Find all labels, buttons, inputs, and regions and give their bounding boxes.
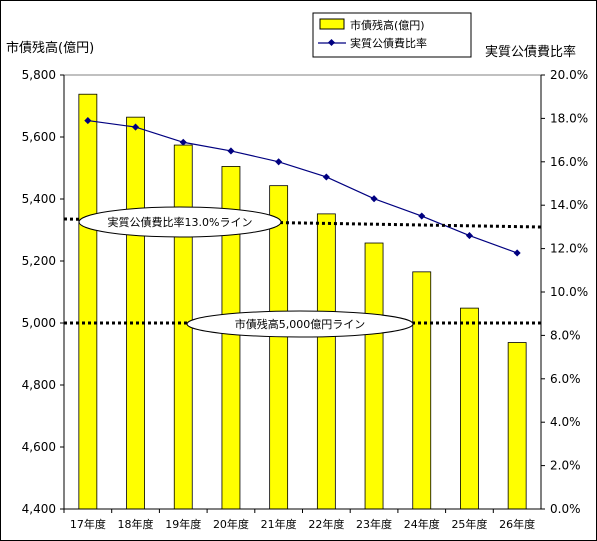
ratio-point-22年度	[322, 173, 330, 181]
right-tick-label: 4.0%	[550, 415, 581, 429]
right-tick-label: 18.0%	[550, 111, 588, 125]
ratio-point-17年度	[84, 117, 92, 125]
ratio-point-18年度	[132, 123, 140, 131]
ratio-point-24年度	[418, 212, 426, 220]
axes: 4,400 4,600 4,800 5,000 5,200 5,400 5,600 5,800…	[22, 68, 588, 531]
left-tick-label: 4,800	[22, 378, 56, 392]
bar-23年度	[364, 242, 384, 510]
left-tick-label: 4,600	[22, 440, 56, 454]
left-tick-label: 5,600	[22, 130, 56, 144]
bar-series	[78, 93, 527, 510]
x-tick-label: 21年度	[261, 517, 297, 531]
left-tick-label: 5,000	[22, 316, 56, 330]
x-tick-label: 19年度	[165, 517, 201, 531]
right-tick-label: 14.0%	[550, 198, 588, 212]
x-tick-label: 25年度	[451, 517, 487, 531]
ratio-point-21年度	[275, 158, 283, 166]
x-tick-label: 20年度	[213, 517, 249, 531]
right-tick-label: 20.0%	[550, 68, 588, 82]
legend-bar-swatch	[319, 18, 345, 30]
legend-label-line: 実質公債費比率	[350, 36, 427, 50]
ratio-line	[87, 119, 518, 254]
reference-label-1: 実質公債費比率13.0%ライン	[108, 215, 253, 229]
legend-line-marker	[327, 38, 336, 47]
ratio-point-23年度	[370, 195, 378, 203]
right-tick-label: 2.0%	[550, 459, 581, 473]
right-tick-label: 6.0%	[550, 372, 581, 386]
bar-25年度	[460, 307, 479, 510]
reference-callout-2	[186, 310, 414, 338]
reference-callout-1	[78, 206, 282, 238]
bar-17年度	[78, 93, 98, 510]
x-tick-label: 26年度	[499, 517, 535, 531]
x-tick-label: 24年度	[404, 517, 440, 531]
x-tick-label: 17年度	[70, 517, 106, 531]
ratio-point-26年度	[513, 249, 521, 257]
left-axis-title: 市債残高(億円)	[6, 40, 94, 56]
x-tick-label: 22年度	[308, 517, 344, 531]
right-tick-label: 0.0%	[550, 502, 581, 516]
bar-22年度	[316, 213, 336, 510]
right-tick-label: 12.0%	[550, 242, 588, 256]
ratio-point-25年度	[465, 232, 473, 240]
x-tick-label: 23年度	[356, 517, 392, 531]
legend-label-bar: 市債残高(億円)	[350, 18, 425, 32]
left-tick-label: 5,800	[22, 68, 56, 82]
right-tick-label: 16.0%	[550, 155, 588, 169]
legend: 市債残高(億円) 実質公債費比率	[312, 12, 472, 58]
ratio-point-19年度	[179, 138, 187, 146]
bar-24年度	[412, 271, 432, 510]
left-tick-label: 5,200	[22, 254, 56, 268]
right-tick-label: 10.0%	[550, 285, 588, 299]
reference-label-2: 市債残高5,000億円ライン	[235, 317, 366, 331]
left-tick-label: 5,400	[22, 192, 56, 206]
x-tick-label: 18年度	[118, 517, 154, 531]
ratio-point-20年度	[227, 147, 235, 155]
right-tick-label: 8.0%	[550, 328, 581, 342]
bar-26年度	[507, 342, 527, 510]
bar-21年度	[269, 185, 289, 510]
left-tick-label: 4,400	[22, 502, 56, 516]
bar-18年度	[126, 116, 145, 510]
right-axis-title: 実質公債費比率	[485, 44, 576, 60]
line-series	[84, 117, 521, 257]
